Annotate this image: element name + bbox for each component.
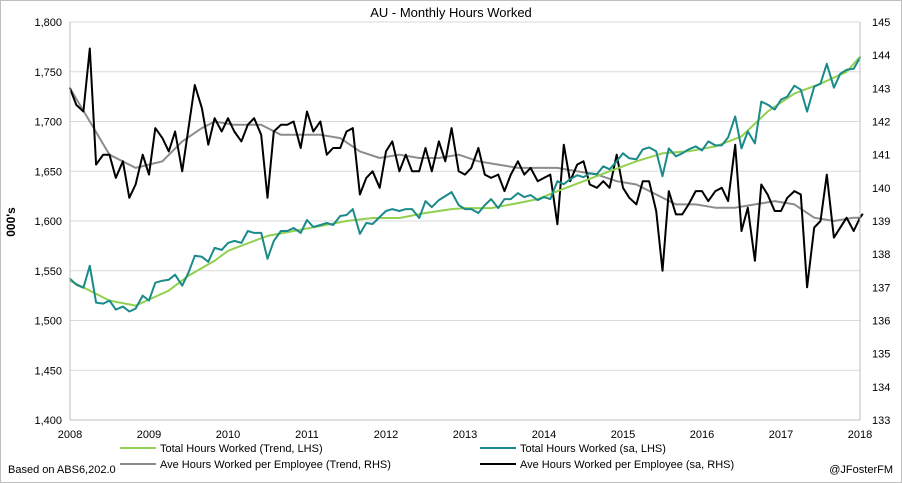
y-right-tick-label: 136	[872, 316, 890, 328]
y-right-tick-label: 141	[872, 150, 890, 162]
x-tick-label: 2017	[769, 429, 793, 441]
y-left-tick-label: 1,700	[34, 117, 62, 129]
x-tick-label: 2013	[453, 429, 477, 441]
y-right-tick-label: 133	[872, 415, 890, 427]
y-left-tick-label: 1,600	[34, 216, 62, 228]
x-tick-label: 2010	[216, 429, 240, 441]
y-right-tick-label: 134	[872, 382, 890, 394]
y-left-tick-label: 1,800	[34, 17, 62, 29]
x-tick-label: 2014	[532, 429, 556, 441]
chart-title: AU - Monthly Hours Worked	[370, 5, 532, 20]
series-line-3	[69, 47, 864, 289]
legend-entry: Ave Hours Worked per Employee (Trend, RH…	[160, 459, 391, 471]
source-note: Based on ABS6,202.0	[8, 464, 116, 476]
y-right-tick-label: 138	[872, 249, 890, 261]
y-right-tick-label: 140	[872, 183, 890, 195]
y-left-tick-label: 1,450	[34, 365, 62, 377]
x-tick-label: 2018	[848, 429, 872, 441]
credit-note: @JFosterFM	[829, 464, 893, 476]
y-right-tick-label: 142	[872, 117, 890, 129]
x-tick-label: 2015	[611, 429, 635, 441]
y-right-tick-label: 144	[872, 50, 890, 62]
y-left-tick-label: 1,750	[34, 67, 62, 79]
x-tick-label: 2011	[295, 429, 319, 441]
series-line-1	[69, 56, 861, 313]
legend-entry: Total Hours Worked (sa, LHS)	[520, 443, 666, 455]
y-right-tick-label: 139	[872, 216, 890, 228]
legend-entry: Total Hours Worked (Trend, LHS)	[160, 443, 323, 455]
axes: 1,400 1,450 1,500 1,550 1,600 1,650 1,700 1,750…	[34, 17, 890, 441]
series-line-0	[69, 55, 861, 307]
x-tick-label: 2009	[137, 429, 161, 441]
legend-entry: Ave Hours Worked per Employee (sa, RHS)	[520, 459, 734, 471]
x-tick-label: 2012	[374, 429, 398, 441]
y-right-tick-label: 145	[872, 17, 890, 29]
y-right-tick-label: 137	[872, 282, 890, 294]
series-line-2	[69, 87, 861, 222]
y-axis-label: 000's	[4, 207, 18, 237]
y-left-tick-label: 1,550	[34, 266, 62, 278]
x-tick-label: 2008	[58, 429, 82, 441]
y-right-tick-label: 135	[872, 349, 890, 361]
y-left-tick-label: 1,650	[34, 166, 62, 178]
series-lines	[69, 47, 864, 313]
x-tick-label: 2016	[690, 429, 714, 441]
legend: Total Hours Worked (Trend, LHS) Total Hou…	[120, 443, 734, 471]
y-right-tick-label: 143	[872, 83, 890, 95]
y-left-tick-label: 1,400	[34, 415, 62, 427]
y-left-tick-label: 1,500	[34, 316, 62, 328]
